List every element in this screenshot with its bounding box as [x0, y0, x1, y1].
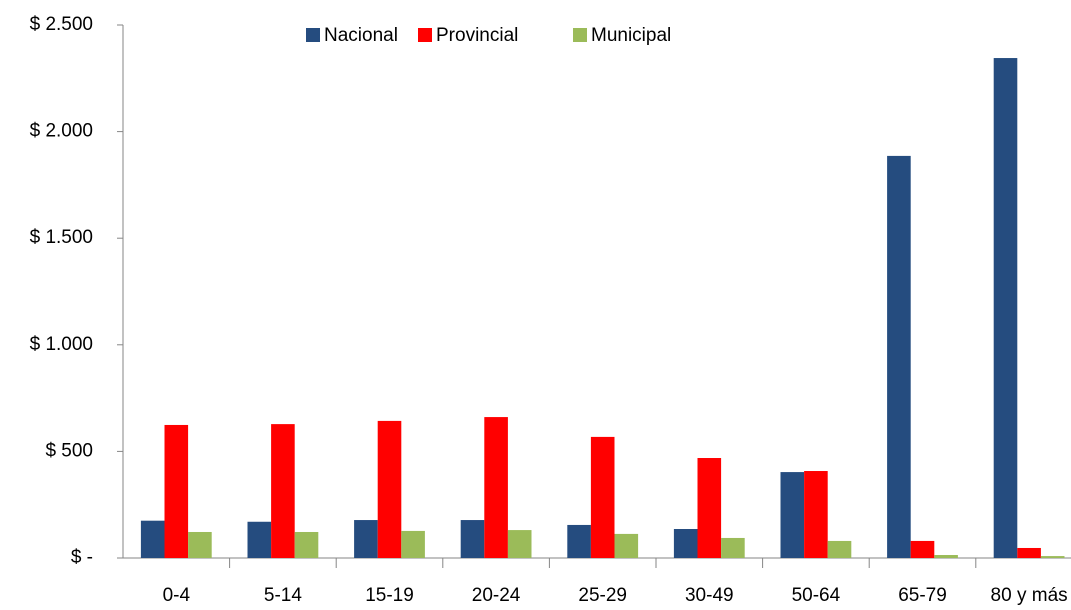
bar — [590, 436, 615, 558]
bar — [401, 530, 425, 558]
bar — [271, 424, 295, 558]
bar — [614, 533, 639, 558]
bar — [934, 555, 958, 558]
y-tick-label: $ 1.000 — [30, 334, 93, 355]
bar — [567, 524, 591, 558]
bar — [993, 58, 1018, 559]
legend-label: Nacional — [324, 25, 398, 46]
legend-swatch — [306, 28, 320, 42]
bar — [377, 420, 402, 558]
x-tick-label: 15-19 — [365, 585, 414, 606]
bar — [507, 530, 532, 558]
bar — [460, 520, 485, 558]
bar — [804, 471, 828, 558]
bar — [697, 458, 722, 558]
bar — [484, 417, 508, 558]
x-tick-label: 65-79 — [898, 585, 947, 606]
legend-swatch — [418, 28, 432, 42]
bar — [910, 540, 935, 558]
x-tick-label: 50-64 — [792, 585, 841, 606]
y-tick-label: $ 500 — [45, 440, 93, 461]
bar — [188, 531, 212, 558]
x-tick-label: 5-14 — [264, 585, 302, 606]
legend-label: Municipal — [591, 25, 671, 46]
bar — [827, 540, 852, 558]
bar — [354, 520, 378, 558]
bar — [780, 472, 805, 558]
bar — [1040, 556, 1065, 558]
bar — [294, 531, 319, 558]
legend-label: Provincial — [436, 25, 518, 46]
x-tick-label: 20-24 — [472, 585, 521, 606]
y-tick-label: $ - — [71, 547, 93, 568]
y-tick-label: $ 2.500 — [30, 14, 93, 35]
bar — [887, 155, 911, 559]
x-tick-label: 0-4 — [163, 585, 191, 606]
legend-swatch — [573, 28, 587, 42]
bar — [247, 521, 272, 558]
bar — [721, 537, 745, 558]
bar — [1017, 547, 1041, 558]
bar — [164, 424, 189, 558]
bar — [673, 529, 698, 558]
x-tick-label: 25-29 — [578, 585, 627, 606]
bar — [140, 520, 165, 558]
x-tick-label: 80 y más — [991, 585, 1068, 606]
y-tick-label: $ 1.500 — [30, 227, 93, 248]
x-tick-label: 30-49 — [685, 585, 734, 606]
y-tick-label: $ 2.000 — [30, 121, 93, 142]
